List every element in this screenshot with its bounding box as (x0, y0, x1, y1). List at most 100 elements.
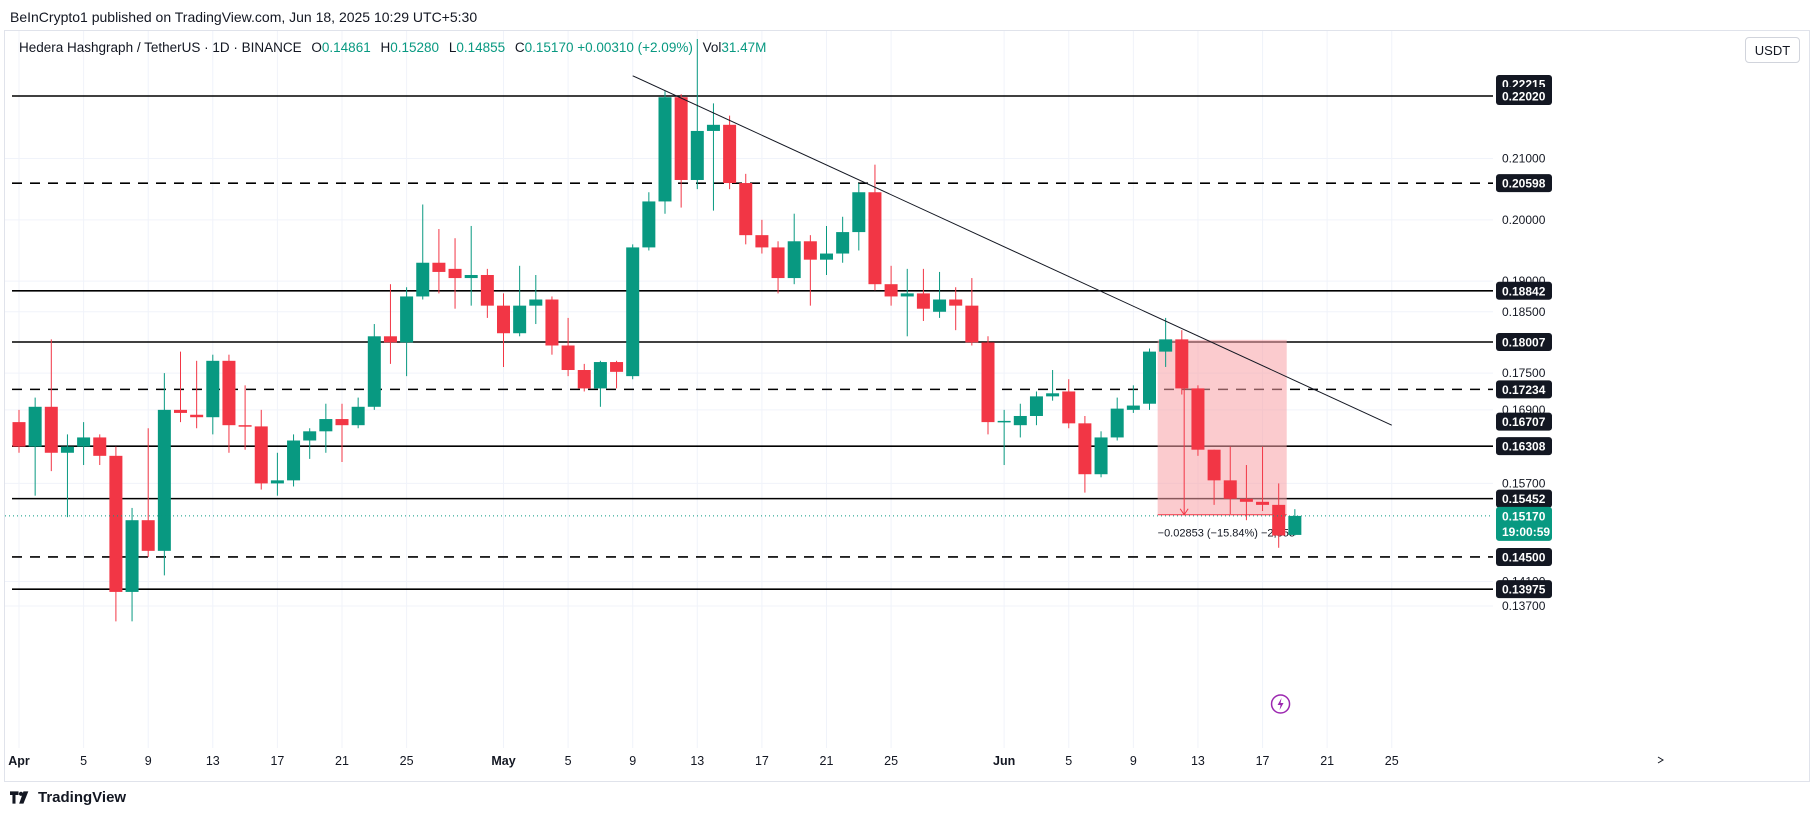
level-price-badge-bg (1496, 380, 1552, 399)
candle-body (513, 305, 527, 334)
price-tick-label: 0.20000 (1502, 213, 1546, 227)
date-tick-label: 17 (270, 754, 284, 768)
candle-body (1207, 449, 1221, 481)
candle-body (464, 274, 478, 279)
date-tick-label: 21 (820, 754, 834, 768)
scroll-right-icon (1657, 756, 1664, 764)
open-label: O (311, 40, 322, 55)
level-price-badge: 0.16308 (1502, 440, 1546, 454)
candle-body (739, 183, 753, 236)
date-tick-label: 5 (80, 754, 87, 768)
candle-body (593, 362, 607, 389)
level-price-badge: 0.13975 (1502, 583, 1546, 597)
candle-body (125, 520, 139, 592)
candle-body (319, 419, 333, 432)
candle-body (965, 305, 979, 343)
price-tick-label: 0.15700 (1502, 476, 1546, 490)
high-label: H (380, 40, 391, 55)
volume-label: Vol (702, 40, 722, 55)
date-tick-label: 5 (1065, 754, 1072, 768)
date-tick-label: Jun (993, 754, 1015, 768)
candle-body (254, 426, 268, 484)
candle-body (1288, 515, 1302, 535)
candle-body (900, 293, 914, 297)
date-tick-label: 5 (565, 754, 572, 768)
candle-body (416, 262, 430, 297)
candle-body (1272, 504, 1286, 536)
candle-body (28, 406, 42, 447)
candle-body (206, 360, 220, 418)
candle-body (238, 425, 252, 427)
date-tick-label: 25 (884, 754, 898, 768)
downtrend-line (632, 75, 1392, 426)
level-price-badge-bg (1496, 332, 1552, 351)
candle-body (916, 293, 930, 309)
candle-body (157, 409, 171, 551)
level-price-badge-bg (1496, 547, 1552, 566)
candle-body (44, 406, 58, 453)
candle-body (303, 431, 317, 441)
candle-body (77, 437, 91, 447)
candle-body (1175, 339, 1189, 389)
level-price-badge: 0.18007 (1502, 335, 1546, 349)
open-value: 0.14861 (321, 40, 371, 55)
candle-body (60, 446, 74, 453)
price-tick-label: 0.18500 (1502, 305, 1546, 319)
date-tick-label: 21 (1320, 754, 1334, 768)
price-axis[interactable]: 0.137000.141000.157000.169000.175000.185… (1496, 75, 1552, 613)
level-price-badge-bg (1496, 174, 1552, 193)
date-tick-label: 13 (690, 754, 704, 768)
candle-body (545, 299, 559, 346)
candle-body (141, 520, 155, 551)
candle-body (642, 201, 656, 248)
date-tick-label: 21 (335, 754, 349, 768)
last-price-badge-bg (1496, 506, 1552, 541)
tradingview-logo-text: TradingView (38, 789, 127, 806)
date-tick-label: May (491, 754, 515, 768)
tradingview-logo[interactable]: TradingView (10, 789, 126, 806)
level-price-badge-bg (1496, 281, 1552, 300)
date-tick-label: 25 (1385, 754, 1399, 768)
candle-body (1126, 405, 1140, 410)
candle-body (658, 97, 672, 202)
price-tick-label: 0.17500 (1502, 366, 1546, 380)
candle-body (626, 247, 640, 377)
candle-body (109, 455, 123, 592)
candle-body (884, 284, 898, 297)
candle-body (335, 419, 349, 426)
publisher-attribution: BeInCrypto1 published on TradingView.com… (10, 9, 478, 25)
level-price-badge: 0.22020 (1502, 90, 1546, 104)
symbol-name: Hedera Hashgraph / TetherUS · 1D · BINAN… (19, 40, 302, 55)
candle-body (868, 192, 882, 285)
high-value: 0.15280 (390, 40, 440, 55)
candle-body (771, 247, 785, 279)
candle-body (287, 440, 301, 481)
candle-body (1110, 408, 1124, 438)
candle-body (852, 192, 866, 233)
low-value: 0.14855 (456, 40, 506, 55)
currency-button[interactable]: USDT (1745, 37, 1800, 63)
candle-body (836, 232, 850, 254)
level-price-badge-bg (1496, 489, 1552, 508)
candle-body (1159, 339, 1173, 352)
time-axis[interactable]: Apr 5 9 13 17 21 25 May 5 9 13 17 21 25 Jun 5 9 13 17 21 25 (8, 754, 1399, 768)
level-price-badge: 0.17234 (1502, 383, 1546, 397)
candle-body (1239, 498, 1253, 502)
date-tick-label: 13 (1191, 754, 1205, 768)
symbol-legend: Hedera Hashgraph / TetherUS · 1D · BINAN… (19, 40, 766, 55)
date-tick-label: 9 (145, 754, 152, 768)
candles (12, 38, 1302, 622)
date-tick-label: Apr (8, 754, 30, 768)
candle-body (803, 241, 817, 260)
candle-body (1094, 437, 1108, 475)
trendline (632, 75, 1392, 426)
date-tick-label: 17 (755, 754, 769, 768)
candle-body (1223, 480, 1237, 499)
date-tick-label: 9 (629, 754, 636, 768)
candle-body (690, 130, 704, 180)
candle-body (674, 97, 688, 180)
candle-body (706, 124, 720, 131)
candle-body (174, 409, 187, 413)
candle-body (1191, 388, 1205, 450)
